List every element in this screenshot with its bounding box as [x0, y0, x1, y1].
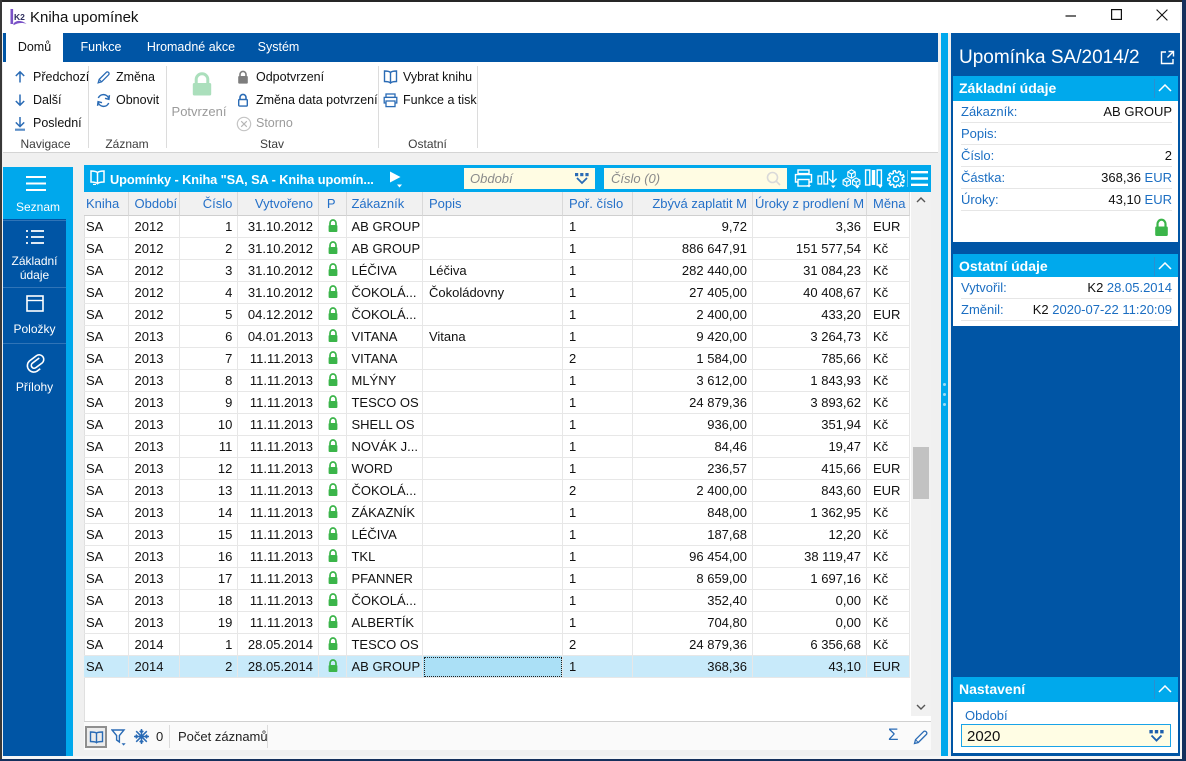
svg-text:K2: K2 [14, 12, 25, 22]
